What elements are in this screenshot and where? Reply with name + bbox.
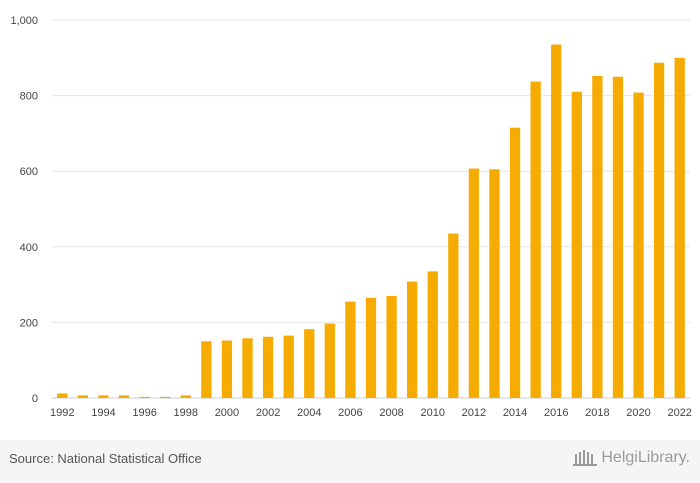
bar — [180, 395, 191, 398]
x-tick-label: 2004 — [297, 407, 321, 419]
bar — [345, 301, 356, 398]
y-tick-label: 0 — [32, 393, 38, 405]
bar — [324, 323, 335, 398]
y-tick-label: 1,000 — [10, 15, 38, 27]
bar — [386, 295, 397, 398]
library-icon — [573, 450, 598, 466]
bar — [592, 75, 603, 398]
source-note: Source: National Statistical Office — [9, 451, 202, 466]
bar — [674, 57, 685, 399]
bar — [509, 127, 521, 398]
footer: Source: National Statistical Office Helg… — [0, 440, 700, 483]
brand-logo[interactable]: HelgiLibrary. — [573, 448, 690, 468]
x-tick-label: 2000 — [215, 407, 239, 419]
y-tick-label: 800 — [20, 91, 38, 103]
x-tick-label: 2018 — [585, 407, 609, 419]
bar — [551, 44, 562, 398]
x-tick-label: 1998 — [174, 407, 198, 419]
bar — [365, 297, 377, 398]
y-tick-label: 400 — [20, 242, 38, 254]
bar — [242, 338, 253, 398]
y-tick-label: 200 — [20, 317, 38, 329]
x-tick-label: 2008 — [379, 407, 403, 419]
x-tick-label: 1992 — [50, 407, 74, 419]
chart: 0 200 400 600 800 1,000 1992 1994 1996 1998 2000 20… — [10, 15, 691, 419]
bar — [468, 168, 480, 398]
bar — [118, 395, 130, 398]
bar — [530, 81, 541, 398]
bar — [262, 336, 274, 398]
bar — [221, 340, 233, 398]
bar — [407, 281, 418, 398]
x-tick-label: 2002 — [256, 407, 280, 419]
bar — [304, 329, 315, 398]
x-tick-label: 2006 — [338, 407, 362, 419]
x-tick-label: 2014 — [503, 407, 527, 419]
bar — [633, 92, 644, 399]
bar — [571, 91, 582, 398]
bar — [201, 341, 212, 398]
bar — [448, 233, 459, 398]
x-tick-label: 2020 — [626, 407, 650, 419]
x-tick-label: 1996 — [132, 407, 156, 419]
x-tick-label: 1994 — [91, 407, 115, 419]
bar — [98, 395, 109, 398]
bar — [57, 393, 68, 398]
x-tick-label: 2012 — [462, 407, 486, 419]
x-tick-label: 2022 — [667, 407, 691, 419]
bar — [612, 76, 624, 398]
bar — [283, 335, 294, 398]
bar — [653, 62, 665, 399]
x-tick-label: 2010 — [420, 407, 444, 419]
bar — [139, 396, 150, 398]
bar — [77, 395, 89, 398]
y-tick-label: 600 — [20, 166, 38, 178]
bar-chart: 0 200 400 600 800 1,000 1992 1994 1996 1998 2000 20… — [10, 15, 691, 419]
bar — [489, 169, 500, 398]
x-tick-label: 2016 — [544, 407, 568, 419]
brand-name: HelgiLibrary. — [601, 449, 690, 466]
bar — [427, 271, 438, 398]
bar — [160, 396, 171, 398]
